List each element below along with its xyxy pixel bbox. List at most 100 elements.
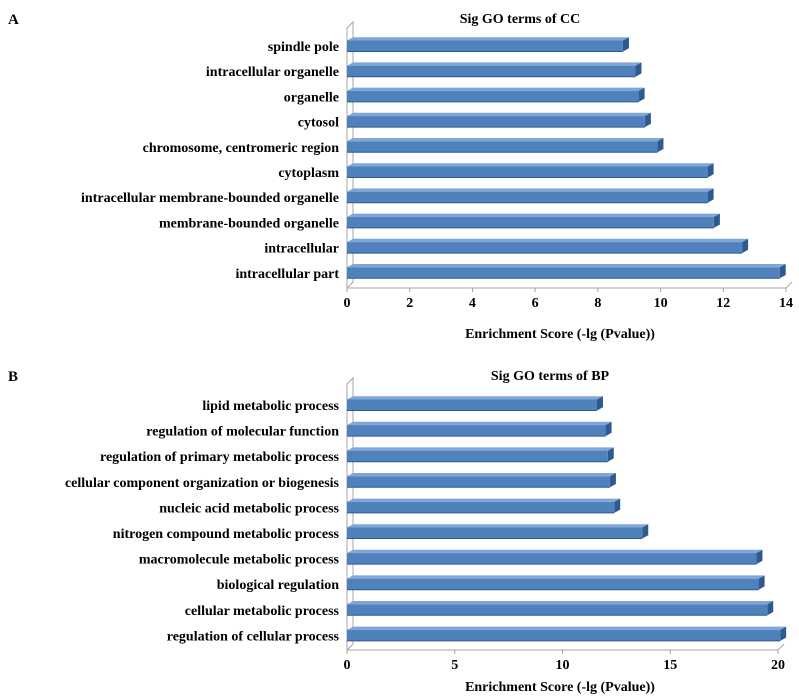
chart-a-category-label: cytosol [298,116,339,131]
chart-a-bar-side [707,163,714,178]
chart-a-bar-top [347,264,786,268]
chart-a-x-tick-label: 0 [344,296,351,311]
chart-a-bar-side [638,87,645,102]
chart-a-bar [347,87,645,103]
chart-a-bar-front [347,242,743,254]
chart-a-bar [347,138,664,153]
chart-a-bar-top [347,62,642,66]
chart-a-bar-side [657,138,664,153]
chart-a-x-tick-label: 8 [594,296,601,311]
chart-a-x-tick-label: 4 [469,296,476,311]
chart-a-bar-front [347,90,639,102]
chart-b-x-tick-label: 15 [663,658,677,673]
chart-a-bar-side [622,37,629,52]
chart-b-bar [347,626,787,642]
chart-b-bar-top [347,601,774,605]
chart-a-bar-front [347,116,645,128]
chart-b-category-label: macromolecule metabolic process [139,553,340,568]
chart-b-category-label: regulation of primary metabolic process [100,450,340,465]
chart-a-xlabel: Enrichment Score (-lg (Pvalue)) [465,327,655,342]
chart-b-bar-side [609,473,616,488]
chart-a-category-label: spindle pole [268,40,339,55]
chart-b-bar-top [347,396,603,400]
chart-a-bar-side [635,62,642,77]
chart-a-bar-front [347,191,708,203]
chart-b-bar-side [596,396,603,411]
chart-a-bar [347,188,714,204]
chart-b-bar-side [607,447,614,462]
chart-a-bar-top [347,87,645,91]
chart-b-category-label: biological regulation [217,578,339,593]
chart-b-bar-front [347,629,781,641]
chart-b-bar-front [347,476,610,488]
chart-b-x-tick-label: 20 [771,658,785,673]
chart-a-bar-top [347,138,664,142]
chart-b-bar-front [347,578,759,590]
chart-a-x-tick-label: 14 [779,296,793,311]
chart-b-bar-top [347,549,763,554]
chart-a-bar-side [779,264,786,279]
chart-a-category-label: organelle [284,90,339,105]
chart-b-bar-front [347,425,606,437]
chart-b-bar-top [347,524,649,528]
chart-b-bar-side [756,549,763,565]
chart-a-bar-top [347,213,720,217]
chart-b-bar-side [614,498,621,513]
panel-b-letter: B [8,369,19,385]
chart-a-bar-front [347,216,714,228]
chart-a-bar-front [347,65,636,77]
chart-b-bar-front [347,604,768,616]
chart-b-bar [347,498,621,514]
chart-a-x-tick-label: 12 [716,296,730,311]
chart-b-x-tick-label: 0 [344,658,351,673]
chart-a-bar [347,37,629,52]
chart-a-bar [347,264,786,279]
chart-a-category-label: chromosome, centromeric region [143,141,340,156]
chart-a-bar-front [347,40,623,52]
chart-b-category-label: regulation of molecular function [146,425,339,440]
chart-b-bar [347,421,612,437]
chart-b-bar [347,473,616,488]
chart-a-bar-side [713,213,720,228]
chart-b-bar-side [605,421,612,437]
chart-b-bar-top [347,473,616,477]
chart-b-xlabel: Enrichment Score (-lg (Pvalue)) [465,680,655,695]
chart-b-category-label: cellular component organization or bioge… [65,476,340,491]
chart-b-bar [347,575,765,591]
chart-a-bar [347,62,642,78]
chart-b-x-axis [347,643,785,651]
chart-b-bar-front [347,553,757,565]
chart-b-bar-front [347,527,643,539]
chart-a-bar-side [644,112,651,128]
chart-b-x-tick-label: 5 [451,658,458,673]
chart-b-bar [347,524,649,539]
chart-b-category-label: nucleic acid metabolic process [159,501,339,516]
chart-a-bar-top [347,188,714,192]
chart-b-category-label: regulation of cellular process [167,629,340,644]
chart-b-category-label: nitrogen compound metabolic process [113,527,340,542]
chart-b-bar-top [347,626,787,630]
chart-a-bar-top [347,238,749,243]
chart-a-bar [347,112,651,128]
chart-a-bar-side [742,238,749,254]
chart-b-bar-side [642,524,649,539]
chart-b-bar-top [347,575,765,579]
chart-a-x-tick-label: 6 [532,296,539,311]
chart-a-bar-side [707,188,714,203]
chart-a-bar-top [347,112,651,117]
chart-a-category-label: membrane-bounded organelle [159,216,339,231]
chart-b-bar-side [780,626,787,641]
chart-b-category-label: lipid metabolic process [202,399,339,414]
chart-a-bar [347,163,714,178]
chart-b-bar-top [347,447,614,451]
chart-a-category-label: intracellular [264,242,339,257]
chart-a-bar [347,213,720,229]
chart-a-x-tick-label: 2 [406,296,413,311]
panel-a-letter: A [8,12,19,28]
chart-a-category-label: intracellular part [235,267,339,282]
chart-b-title: Sig GO terms of BP [490,369,610,384]
chart-a-bar-front [347,166,708,178]
chart-b-bar-front [347,450,608,462]
